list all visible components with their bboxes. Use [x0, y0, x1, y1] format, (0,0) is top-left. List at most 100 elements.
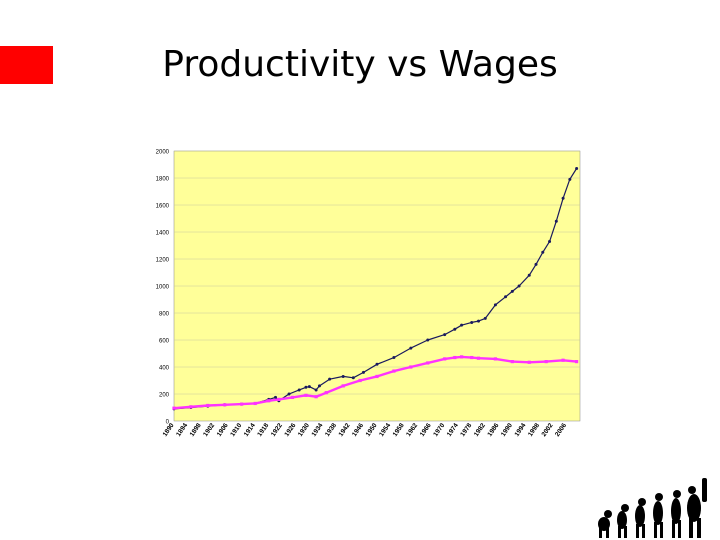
- x-tick-label: 1930: [297, 422, 311, 438]
- x-tick-label: 1938: [324, 422, 338, 438]
- red-accent-box: [0, 46, 53, 84]
- productivity-point: [510, 289, 514, 293]
- x-tick-label: 1942: [338, 422, 352, 438]
- y-tick-label: 2000: [156, 150, 170, 156]
- y-tick-label: 800: [159, 312, 170, 318]
- x-tick-label: 1906: [216, 422, 230, 438]
- x-tick-label: 1934: [310, 422, 324, 438]
- productivity-point: [287, 392, 291, 396]
- productivity-wages-chart: 2000180016001400120010008006004002000189…: [156, 150, 581, 438]
- productivity-point: [470, 320, 474, 324]
- productivity-point: [351, 376, 355, 380]
- productivity-point: [328, 377, 332, 381]
- slide-title: Productivity vs Wages: [162, 44, 558, 85]
- wages-point: [443, 357, 447, 361]
- x-tick-label: 1994: [513, 422, 527, 438]
- wages-point: [527, 360, 531, 364]
- y-tick-label: 0: [166, 420, 170, 426]
- human-evolution-silhouettes-icon: [598, 478, 707, 538]
- productivity-point: [575, 167, 579, 171]
- wages-point: [267, 399, 271, 403]
- x-tick-label: 1982: [473, 422, 487, 438]
- y-tick-label: 600: [159, 339, 170, 345]
- productivity-point: [392, 356, 396, 360]
- wages-point: [493, 357, 498, 361]
- productivity-point: [483, 316, 487, 320]
- productivity-point: [304, 385, 308, 389]
- wages-point: [476, 356, 481, 360]
- wages-point: [223, 403, 227, 407]
- wages-point: [375, 374, 379, 379]
- y-tick-label: 1800: [156, 177, 170, 183]
- wages-point: [392, 369, 396, 373]
- x-tick-label: 2002: [541, 422, 555, 438]
- wages-point: [510, 360, 514, 364]
- x-tick-label: 1970: [432, 422, 446, 438]
- wages-point: [277, 397, 281, 401]
- productivity-point: [568, 177, 572, 181]
- productivity-point: [460, 323, 464, 327]
- productivity-point: [561, 196, 565, 200]
- productivity-point: [548, 239, 552, 243]
- wages-point: [314, 395, 318, 399]
- productivity-point: [426, 338, 430, 342]
- productivity-point: [527, 273, 531, 277]
- productivity-point: [554, 219, 558, 223]
- x-tick-label: 1950: [365, 422, 379, 438]
- x-tick-label: 1946: [351, 422, 365, 438]
- wages-point: [561, 358, 565, 362]
- x-tick-label: 1918: [256, 422, 270, 438]
- wages-point: [189, 405, 193, 409]
- productivity-point: [443, 333, 447, 337]
- wages-point: [341, 384, 345, 388]
- y-tick-label: 400: [159, 366, 170, 372]
- x-tick-label: 1894: [175, 422, 189, 438]
- x-tick-label: 1898: [189, 422, 203, 438]
- x-tick-label: 1902: [202, 422, 216, 438]
- wages-point: [409, 365, 413, 369]
- x-tick-label: 1910: [229, 422, 243, 438]
- x-tick-label: 1998: [527, 422, 541, 438]
- x-tick-label: 1922: [270, 422, 284, 438]
- productivity-point: [274, 395, 277, 399]
- y-tick-label: 1200: [156, 258, 170, 264]
- x-tick-label: 1954: [378, 422, 392, 438]
- wages-point: [544, 360, 548, 364]
- wages-point: [324, 391, 328, 395]
- wages-point: [358, 378, 362, 383]
- productivity-point: [317, 384, 321, 388]
- x-tick-label: 1966: [419, 422, 433, 438]
- productivity-point: [297, 388, 301, 392]
- wages-point: [172, 406, 176, 410]
- y-tick-label: 1000: [156, 285, 170, 291]
- productivity-point: [361, 370, 365, 374]
- productivity-point: [541, 250, 545, 254]
- x-tick-label: 1914: [243, 422, 257, 438]
- productivity-point: [453, 327, 457, 331]
- x-tick-label: 1986: [486, 422, 500, 438]
- wages-point: [206, 403, 210, 408]
- productivity-point: [375, 362, 379, 366]
- productivity-point: [534, 262, 538, 266]
- x-tick-label: 1958: [392, 422, 406, 438]
- wages-point: [459, 355, 464, 359]
- wages-point: [426, 361, 430, 365]
- productivity-point: [477, 319, 480, 323]
- x-tick-label: 1990: [500, 422, 514, 438]
- y-tick-label: 1400: [156, 231, 170, 237]
- productivity-point: [409, 346, 413, 350]
- x-tick-label: 1974: [446, 422, 460, 438]
- x-tick-label: 1926: [283, 422, 297, 438]
- x-tick-label: 1978: [459, 422, 473, 438]
- productivity-point: [341, 374, 345, 378]
- productivity-point: [493, 303, 497, 307]
- x-tick-label: 2006: [554, 422, 568, 438]
- y-tick-label: 1600: [156, 204, 170, 210]
- y-tick-label: 200: [159, 393, 170, 399]
- productivity-point: [307, 385, 311, 389]
- x-tick-label: 1890: [162, 422, 176, 438]
- wages-point: [453, 355, 457, 360]
- wages-point: [470, 355, 474, 360]
- wages-point: [253, 401, 257, 406]
- wages-point: [290, 395, 295, 399]
